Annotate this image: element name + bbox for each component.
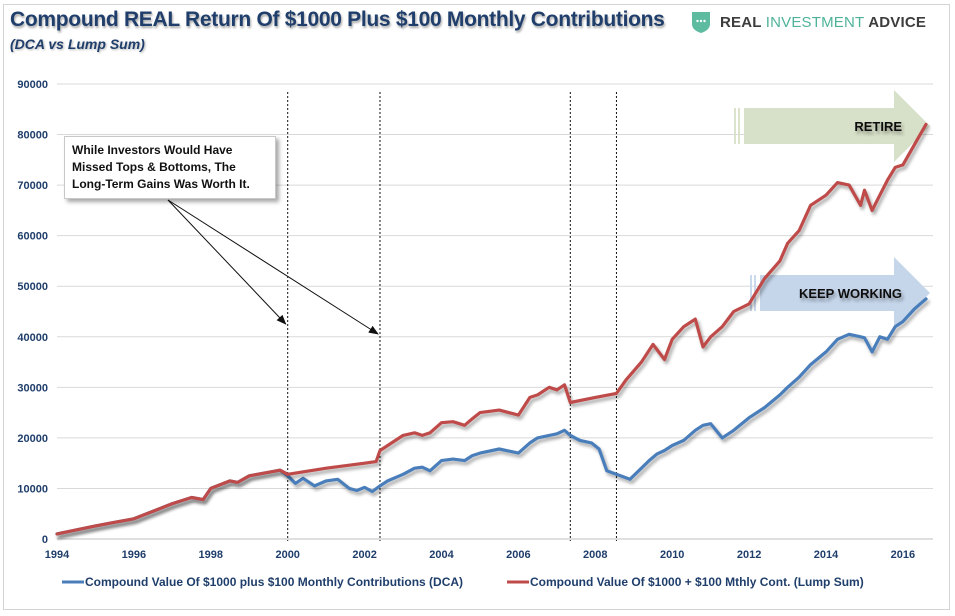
y-tick-label: 70000 [17,180,48,192]
arrow-stripe [734,108,736,144]
y-tick-label: 50000 [17,281,48,293]
annotation-arrows: RETIRE KEEP WORKING [734,90,930,329]
callout-pointer-arrow [167,199,379,335]
x-tick-label: 2006 [506,549,530,561]
legend-label: Compound Value Of $1000 plus $100 Monthl… [85,575,463,589]
x-tick-label: 1998 [199,549,223,561]
retire-arrow-label: RETIRE [854,119,902,134]
callout-pointers [167,199,379,335]
retire-arrow: RETIRE [734,90,930,162]
x-axis: 1994 1996 1998 2000 2002 2004 2006 2008 2010 2012… [45,549,915,561]
x-tick-label: 2000 [275,549,299,561]
x-tick-label: 2014 [814,549,839,561]
x-tick-label: 2002 [352,549,376,561]
keep-working-arrow-label: KEEP WORKING [799,286,902,301]
x-tick-label: 1994 [45,549,70,561]
callout-line: While Investors Would Have [72,143,233,157]
chart-subtitle: (DCA vs Lump Sum) [10,36,145,52]
brand-name: REAL INVESTMENT ADVICE [720,14,926,31]
callout-line: Long-Term Gains Was Worth It. [72,177,250,191]
callout-pointer-arrow [167,199,287,325]
shield-dots-icon [692,12,710,33]
callout-line: Missed Tops & Bottoms, The [72,160,236,174]
arrow-stripe [750,275,752,311]
legend-label: Compound Value Of $1000 + $100 Mthly Con… [530,575,864,589]
arrow-body [760,257,930,329]
keep-working-arrow: KEEP WORKING [750,257,930,329]
legend: Compound Value Of $1000 plus $100 Monthl… [62,575,864,589]
y-tick-label: 10000 [17,483,48,495]
lump-sum-series-line [55,122,928,536]
y-tick-label: 60000 [17,231,48,243]
brand-name-part-3: ADVICE [864,13,927,31]
x-tick-label: 2010 [660,549,684,561]
brand-logo: REAL INVESTMENT ADVICE [690,10,926,34]
x-tick-label: 2016 [891,549,915,561]
x-tick-label: 2004 [429,549,454,561]
y-tick-label: 80000 [17,130,48,142]
y-tick-label: 0 [42,534,48,546]
vertical-markers [287,92,617,541]
x-tick-label: 2012 [737,549,761,561]
series-lines [55,122,928,536]
arrow-stripe [738,108,740,144]
y-tick-label: 90000 [17,79,48,91]
y-axis: 0 10000 20000 30000 40000 50000 60000 70000 8000… [17,79,48,546]
y-tick-label: 30000 [17,382,48,394]
brand-name-part-2: INVESTMENT [765,13,865,31]
x-tick-label: 2008 [583,549,607,561]
chart-frame [3,4,950,610]
arrow-body [744,90,930,162]
x-tick-label: 1996 [122,549,146,561]
y-tick-label: 20000 [17,433,48,445]
y-tick-label: 40000 [17,332,48,344]
brand-name-part-1: REAL [720,13,766,31]
callout-box: While Investors Would Have Missed Tops &… [64,136,276,199]
chart-title: Compound REAL Return Of $1000 Plus $100 … [10,8,665,31]
